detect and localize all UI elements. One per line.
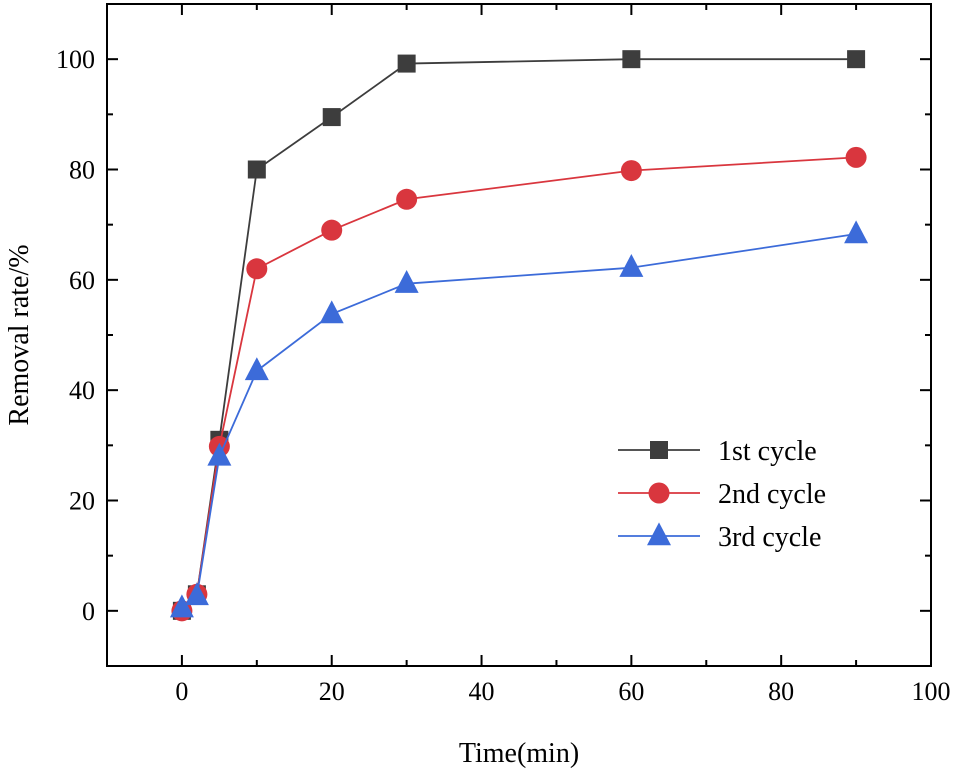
- data-point: [322, 108, 341, 127]
- data-point: [321, 219, 343, 241]
- y-tick-label: 40: [69, 376, 95, 405]
- x-tick-label: 0: [175, 677, 188, 706]
- data-point: [244, 357, 269, 381]
- data-point: [845, 146, 867, 168]
- legend: 1st cycle 2nd cycle 3rd cycle: [618, 436, 826, 553]
- data-point: [184, 582, 209, 606]
- data-point: [246, 258, 268, 280]
- plot-border: [106, 3, 932, 667]
- data-point: [844, 220, 869, 244]
- data-point: [620, 160, 642, 182]
- data-point: [247, 160, 266, 179]
- y-axis-title: Removal rate/%: [4, 244, 35, 425]
- series-3: [169, 220, 869, 618]
- legend-marker: [647, 522, 671, 546]
- legend-label: 3rd cycle: [718, 522, 821, 553]
- series-line: [181, 233, 857, 609]
- legend-marker: [648, 482, 670, 504]
- data-point: [319, 300, 344, 324]
- x-tick-label: 100: [912, 677, 951, 706]
- y-tick-label: 20: [69, 487, 95, 516]
- legend-label: 1st cycle: [718, 436, 817, 467]
- y-axis-ticks: 0 20 40 60 80 100: [56, 45, 931, 626]
- data-point: [396, 188, 418, 210]
- x-tick-label: 40: [469, 677, 495, 706]
- data-point: [169, 594, 194, 618]
- y-tick-label: 60: [69, 266, 95, 295]
- data-point: [619, 254, 644, 277]
- x-tick-label: 20: [319, 677, 345, 706]
- plot-frame: [106, 3, 932, 667]
- data-point: [397, 54, 416, 73]
- legend-item-3: 3rd cycle: [618, 522, 821, 553]
- data-point: [847, 50, 866, 69]
- legend-item-1: 1st cycle: [618, 436, 817, 467]
- x-tick-label: 80: [768, 677, 794, 706]
- data-point: [207, 442, 232, 466]
- x-axis-ticks: 0 20 40 60 80 100: [175, 4, 951, 706]
- x-axis-title: Time(min): [459, 738, 579, 769]
- legend-label: 2nd cycle: [718, 479, 826, 510]
- y-tick-label: 100: [56, 45, 95, 74]
- legend-item-2: 2nd cycle: [618, 479, 826, 510]
- data-point: [394, 270, 419, 293]
- y-tick-label: 80: [69, 156, 95, 185]
- y-tick-label: 0: [82, 597, 95, 626]
- series-layer: [169, 50, 869, 622]
- x-tick-label: 60: [618, 677, 644, 706]
- legend-marker: [650, 441, 668, 459]
- data-point: [622, 50, 641, 69]
